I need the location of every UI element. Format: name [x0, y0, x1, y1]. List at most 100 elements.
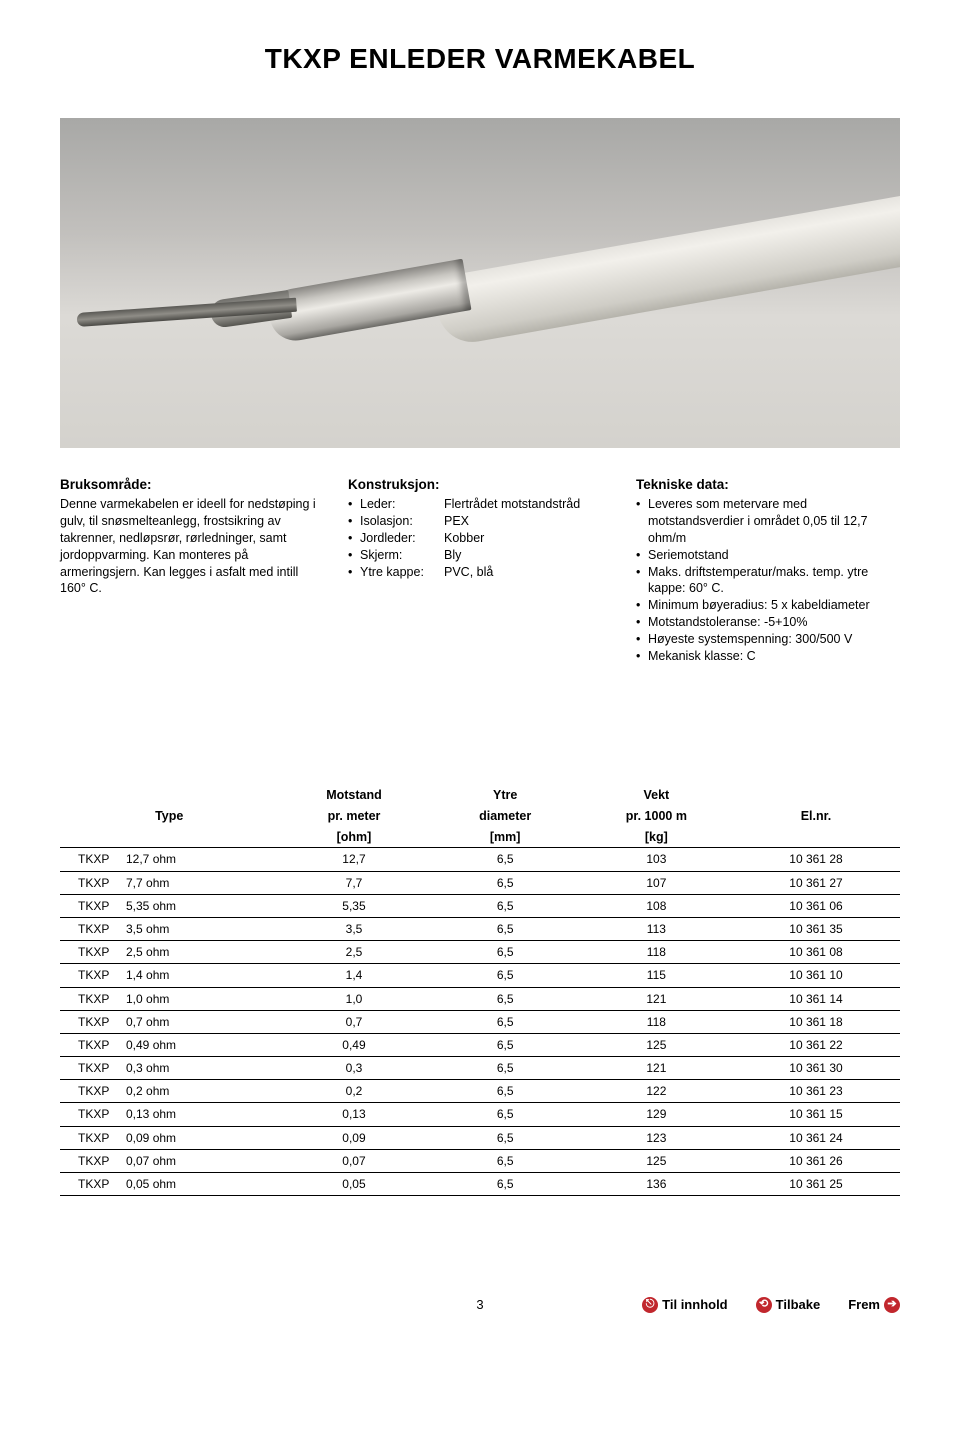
cell-type: TKXP7,7 ohm: [60, 871, 278, 894]
bullet: •: [636, 564, 648, 598]
nav-fwd-label: Frem: [848, 1296, 880, 1314]
technical-item: •Motstandstoleranse: -5+10%: [636, 614, 900, 631]
th-ytre-l2: diameter: [430, 806, 581, 827]
cell-motstand: 0,13: [278, 1103, 429, 1126]
th-motstand-l3: [ohm]: [278, 827, 429, 848]
cell-motstand: 1,4: [278, 964, 429, 987]
th-elnr-l2: El.nr.: [732, 806, 900, 827]
info-columns: Bruksområde: Denne varmekabelen er ideel…: [60, 476, 900, 665]
nav-back-link[interactable]: ⟲ Tilbake: [756, 1296, 821, 1314]
cell-motstand: 0,7: [278, 1010, 429, 1033]
cell-vekt: 103: [581, 848, 732, 871]
cell-motstand: 0,3: [278, 1057, 429, 1080]
th-elnr-l1: [732, 785, 900, 806]
bullet: •: [636, 547, 648, 564]
construction-key: Skjerm:: [360, 547, 444, 564]
table-row: TKXP0,2 ohm0,26,512210 361 23: [60, 1080, 900, 1103]
cell-ytre: 6,5: [430, 848, 581, 871]
cell-vekt: 121: [581, 1057, 732, 1080]
spec-table: Motstand Ytre Vekt Type pr. meter diamet…: [60, 785, 900, 1196]
cell-elnr: 10 361 08: [732, 941, 900, 964]
cell-vekt: 123: [581, 1126, 732, 1149]
page-footer: 3 ⎋ Til innhold ⟲ Tilbake Frem ➔: [60, 1296, 900, 1314]
bullet: •: [636, 631, 648, 648]
technical-text: Maks. driftstemperatur/maks. temp. ytre …: [648, 564, 900, 598]
cell-ytre: 6,5: [430, 941, 581, 964]
nav-toc-link[interactable]: ⎋ Til innhold: [642, 1296, 727, 1314]
construction-key: Isolasjon:: [360, 513, 444, 530]
cell-elnr: 10 361 27: [732, 871, 900, 894]
cell-motstand: 0,07: [278, 1149, 429, 1172]
construction-key: Leder:: [360, 496, 444, 513]
page-number: 3: [340, 1296, 620, 1314]
cell-elnr: 10 361 10: [732, 964, 900, 987]
th-vekt-l3: [kg]: [581, 827, 732, 848]
construction-heading: Konstruksjon:: [348, 476, 612, 494]
technical-item: •Høyeste systemspenning: 300/500 V: [636, 631, 900, 648]
cell-vekt: 121: [581, 987, 732, 1010]
cell-elnr: 10 361 26: [732, 1149, 900, 1172]
bullet: •: [636, 496, 648, 547]
table-header: Motstand Ytre Vekt Type pr. meter diamet…: [60, 785, 900, 848]
table-row: TKXP0,3 ohm0,36,512110 361 30: [60, 1057, 900, 1080]
technical-item: •Leveres som metervare med motstandsverd…: [636, 496, 900, 547]
cell-ytre: 6,5: [430, 964, 581, 987]
cell-type: TKXP0,07 ohm: [60, 1149, 278, 1172]
cell-type: TKXP0,13 ohm: [60, 1103, 278, 1126]
technical-text: Motstandstoleranse: -5+10%: [648, 614, 900, 631]
cell-motstand: 1,0: [278, 987, 429, 1010]
cell-elnr: 10 361 30: [732, 1057, 900, 1080]
construction-list: •Leder:Flertrådet motstandstråd • Isolasjo…: [348, 496, 612, 580]
cell-ytre: 6,5: [430, 1057, 581, 1080]
table-row: TKXP0,49 ohm0,496,512510 361 22: [60, 1033, 900, 1056]
construction-value: PEX: [444, 513, 469, 530]
table-row: TKXP12,7 ohm12,76,510310 361 28: [60, 848, 900, 871]
product-image: [60, 118, 900, 448]
cell-type: TKXP0,09 ohm: [60, 1126, 278, 1149]
cell-type: TKXP1,0 ohm: [60, 987, 278, 1010]
cell-motstand: 5,35: [278, 894, 429, 917]
cell-ytre: 6,5: [430, 1173, 581, 1196]
cell-vekt: 125: [581, 1033, 732, 1056]
table-row: TKXP1,0 ohm1,06,512110 361 14: [60, 987, 900, 1010]
cell-vekt: 118: [581, 1010, 732, 1033]
cell-elnr: 10 361 14: [732, 987, 900, 1010]
table-row: TKXP0,7 ohm0,76,511810 361 18: [60, 1010, 900, 1033]
nav-toc-label: Til innhold: [662, 1296, 727, 1314]
table-row: TKXP0,05 ohm0,056,513610 361 25: [60, 1173, 900, 1196]
cell-motstand: 3,5: [278, 917, 429, 940]
cell-ytre: 6,5: [430, 1103, 581, 1126]
table-body: TKXP12,7 ohm12,76,510310 361 28TKXP7,7 o…: [60, 848, 900, 1196]
th-vekt-l1: Vekt: [581, 785, 732, 806]
table-row: TKXP7,7 ohm7,76,510710 361 27: [60, 871, 900, 894]
cell-type: TKXP3,5 ohm: [60, 917, 278, 940]
cell-vekt: 125: [581, 1149, 732, 1172]
cell-type: TKXP0,3 ohm: [60, 1057, 278, 1080]
nav-fwd-link[interactable]: Frem ➔: [848, 1296, 900, 1314]
construction-column: Konstruksjon: •Leder:Flertrådet motstand…: [348, 476, 612, 665]
construction-value: Kobber: [444, 530, 484, 547]
th-elnr-l3: [732, 827, 900, 848]
cell-ytre: 6,5: [430, 1080, 581, 1103]
cell-type: TKXP0,7 ohm: [60, 1010, 278, 1033]
bullet: •: [636, 614, 648, 631]
th-ytre-l3: [mm]: [430, 827, 581, 848]
page-title: TKXP ENLEDER VARMEKABEL: [60, 40, 900, 78]
cell-motstand: 12,7: [278, 848, 429, 871]
cell-ytre: 6,5: [430, 1149, 581, 1172]
construction-key: Jordleder:: [360, 530, 444, 547]
cell-vekt: 113: [581, 917, 732, 940]
forward-icon: ➔: [884, 1297, 900, 1313]
construction-item: •Ytre kappe:PVC, blå: [348, 564, 612, 581]
construction-item: •Leder:Flertrådet motstandstråd: [348, 496, 612, 513]
cable-sleeve: [265, 258, 471, 344]
usage-body: Denne varmekabelen er ideell for nedstøp…: [60, 496, 324, 597]
cell-type: TKXP0,2 ohm: [60, 1080, 278, 1103]
technical-item: •Minimum bøyeradius: 5 x kabeldiameter: [636, 597, 900, 614]
cell-elnr: 10 361 24: [732, 1126, 900, 1149]
technical-text: Seriemotstand: [648, 547, 900, 564]
bullet: •: [348, 564, 360, 581]
cell-ytre: 6,5: [430, 917, 581, 940]
cell-motstand: 7,7: [278, 871, 429, 894]
th-ytre-l1: Ytre: [430, 785, 581, 806]
